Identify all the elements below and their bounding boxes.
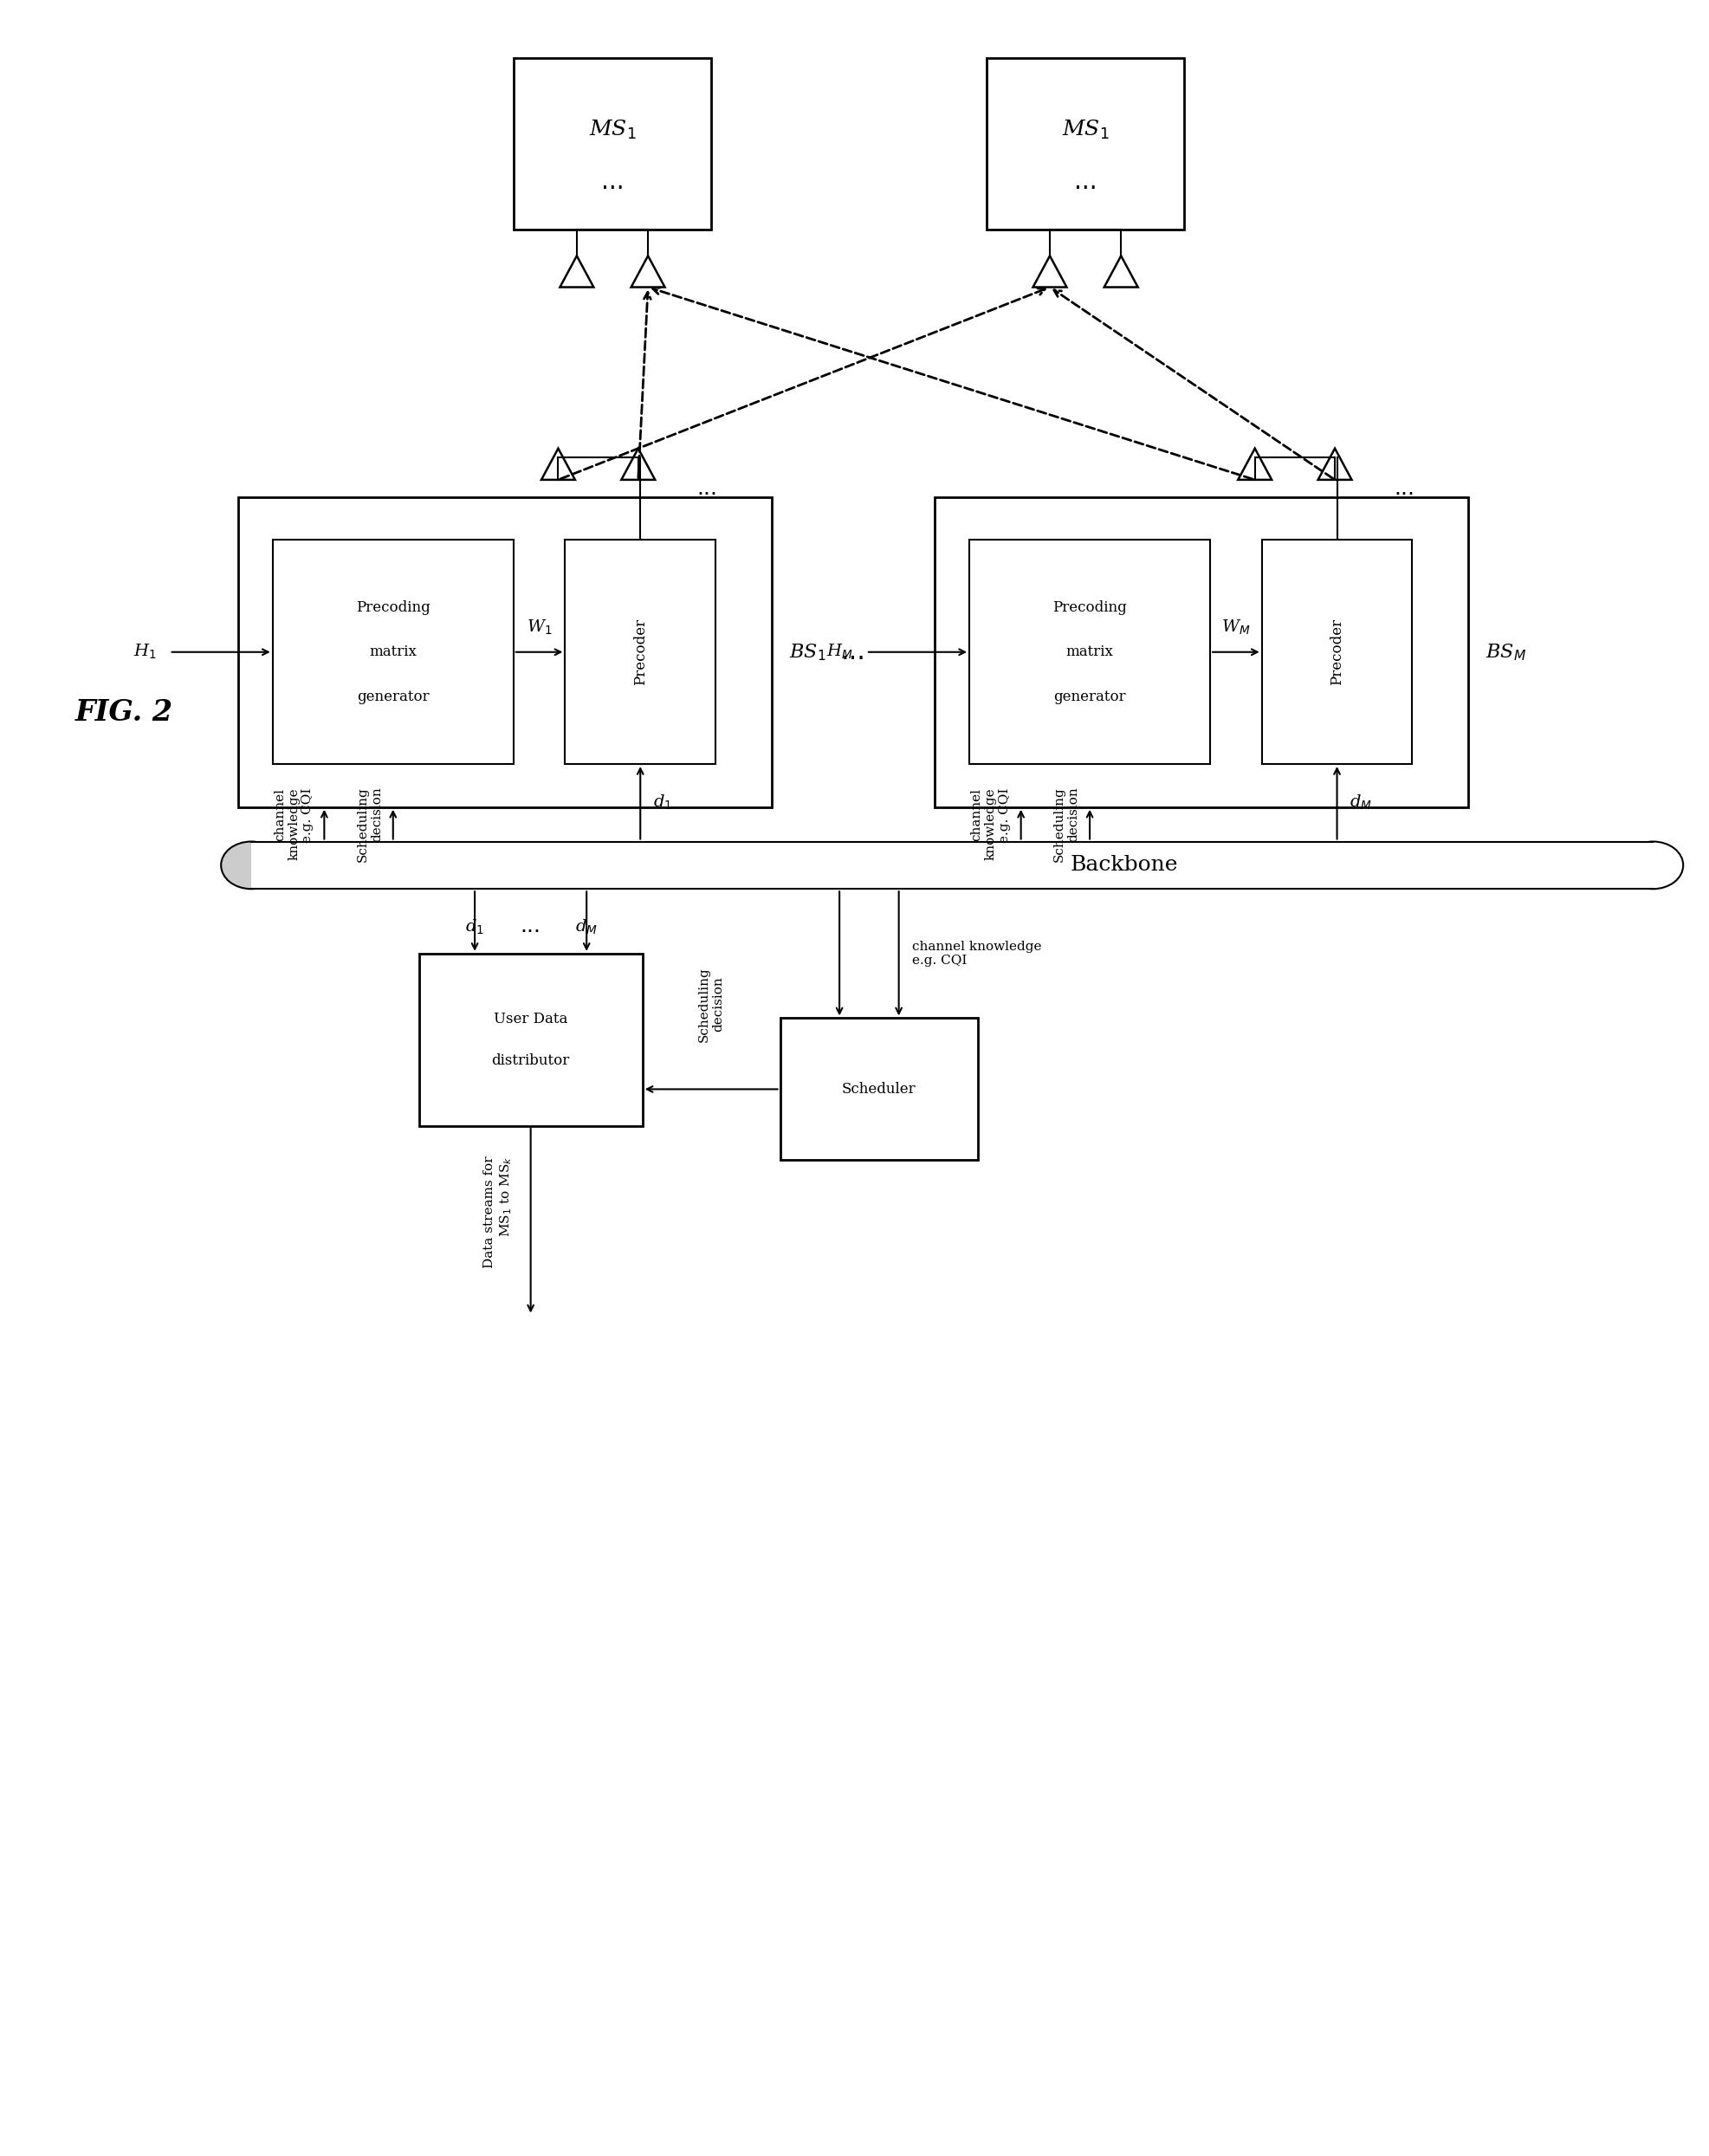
Text: channel
knowledge
e.g. CQI: channel knowledge e.g. CQI <box>971 789 1010 860</box>
Text: d$_1$: d$_1$ <box>653 793 672 813</box>
Text: ...: ... <box>520 916 542 936</box>
Text: matrix: matrix <box>1066 645 1114 660</box>
Ellipse shape <box>1624 841 1683 888</box>
Text: MS$_1$: MS$_1$ <box>1061 119 1109 142</box>
Text: BS$_M$: BS$_M$ <box>1485 642 1526 662</box>
Text: User Data: User Data <box>494 1011 567 1026</box>
Text: generator: generator <box>357 690 429 705</box>
Text: Scheduling
decision: Scheduling decision <box>357 787 383 862</box>
Text: W$_1$: W$_1$ <box>526 619 552 636</box>
Bar <box>273 539 513 763</box>
Bar <box>238 498 771 806</box>
Bar <box>969 539 1210 763</box>
Text: distributor: distributor <box>492 1052 569 1067</box>
Text: ...: ... <box>841 640 866 664</box>
Ellipse shape <box>220 841 282 888</box>
Bar <box>1261 539 1412 763</box>
Text: ...: ... <box>1073 170 1097 194</box>
Text: d$_M$: d$_M$ <box>576 918 598 936</box>
Text: generator: generator <box>1053 690 1126 705</box>
Bar <box>986 58 1184 231</box>
Bar <box>419 953 643 1125</box>
Text: Precoder: Precoder <box>632 619 648 686</box>
Text: ...: ... <box>697 479 718 498</box>
Text: MS$_1$: MS$_1$ <box>588 119 636 142</box>
Text: d$_M$: d$_M$ <box>1350 793 1372 813</box>
Bar <box>513 58 711 231</box>
Text: matrix: matrix <box>369 645 417 660</box>
Text: channel
knowledge
e.g. CQI: channel knowledge e.g. CQI <box>273 789 314 860</box>
Bar <box>251 841 1653 888</box>
Text: Scheduling
decision: Scheduling decision <box>1053 787 1080 862</box>
Text: FIG. 2: FIG. 2 <box>75 699 173 727</box>
Text: ...: ... <box>1395 479 1415 498</box>
Text: H$_1$: H$_1$ <box>133 642 157 662</box>
Text: d$_1$: d$_1$ <box>465 918 484 936</box>
Bar <box>935 498 1468 806</box>
Bar <box>779 1018 978 1160</box>
Text: Scheduling
decision: Scheduling decision <box>699 966 725 1041</box>
Text: Precoding: Precoding <box>355 599 431 614</box>
Text: Precoder: Precoder <box>1330 619 1345 686</box>
Text: Data streams for
MS$_1$ to MS$_k$: Data streams for MS$_1$ to MS$_k$ <box>484 1156 513 1268</box>
Text: BS$_1$: BS$_1$ <box>788 642 825 662</box>
Text: W$_M$: W$_M$ <box>1222 619 1251 636</box>
Text: Precoding: Precoding <box>1053 599 1126 614</box>
Text: Scheduler: Scheduler <box>843 1082 916 1097</box>
Text: H$_M$: H$_M$ <box>827 642 853 662</box>
Bar <box>566 539 716 763</box>
Text: channel knowledge
e.g. CQI: channel knowledge e.g. CQI <box>911 940 1041 966</box>
Text: Backbone: Backbone <box>1070 856 1178 875</box>
Text: ...: ... <box>602 170 624 194</box>
